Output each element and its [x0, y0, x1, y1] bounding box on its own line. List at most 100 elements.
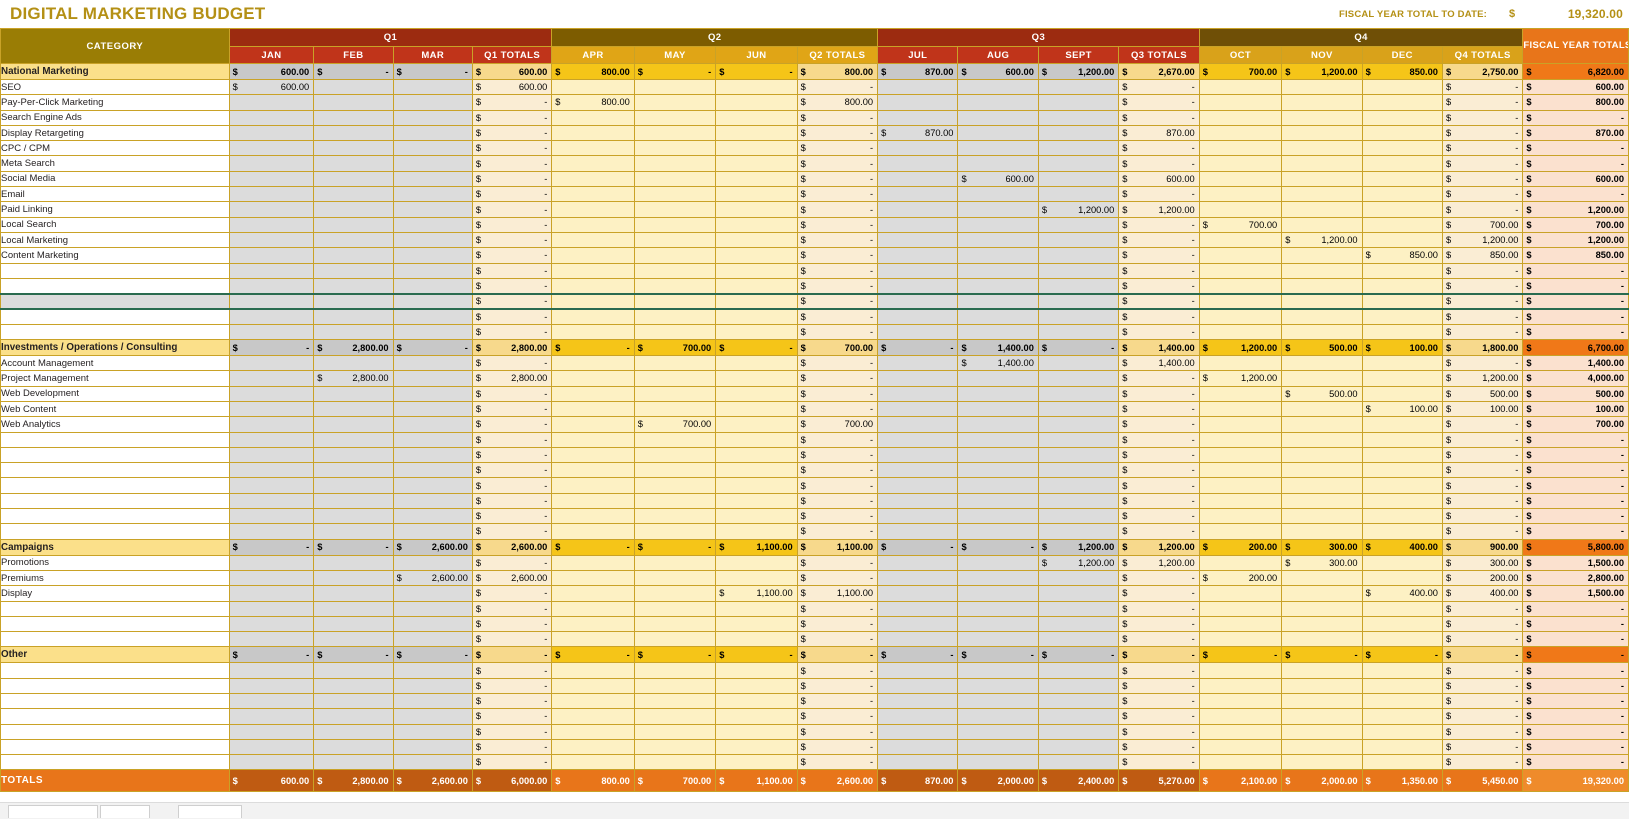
amount-cell[interactable]: $ - — [1118, 370, 1200, 387]
amount-cell[interactable]: $ - — [1441, 615, 1524, 633]
table-row[interactable]: $ - $ - $ - $ - $ - — [0, 677, 1629, 694]
amount-cell[interactable] — [633, 124, 717, 142]
amount-cell[interactable]: $2,600.00 — [392, 569, 473, 587]
amount-cell[interactable]: $850.00 — [1361, 63, 1443, 80]
amount-cell[interactable] — [957, 416, 1039, 433]
amount-cell[interactable]: $ - — [796, 677, 879, 694]
amount-cell[interactable] — [715, 662, 798, 679]
amount-cell[interactable] — [877, 186, 959, 203]
amount-cell[interactable]: $ - — [796, 631, 879, 648]
amount-cell[interactable]: $ - — [1118, 615, 1200, 633]
amount-cell[interactable] — [1198, 708, 1283, 725]
amount-cell[interactable]: $ - — [1522, 446, 1629, 464]
amount-cell[interactable] — [1361, 308, 1443, 325]
amount-cell[interactable] — [1198, 323, 1283, 341]
amount-cell[interactable] — [957, 738, 1039, 756]
amount-cell[interactable] — [1198, 355, 1283, 372]
amount-cell[interactable] — [392, 124, 473, 142]
amount-cell[interactable] — [551, 615, 635, 633]
amount-cell[interactable] — [633, 508, 717, 525]
amount-cell[interactable]: $ - — [471, 431, 553, 448]
table-row[interactable]: Social Media $ - $ - $600.00 $600.00 $ - $600.00 — [0, 170, 1629, 188]
amount-cell[interactable]: $ - — [796, 140, 879, 157]
amount-cell[interactable] — [392, 323, 473, 341]
category-label-cell[interactable] — [0, 431, 230, 448]
amount-cell[interactable] — [877, 400, 959, 418]
amount-cell[interactable]: $1,200.00 — [1198, 339, 1283, 357]
amount-cell[interactable]: $100.00 — [1361, 400, 1443, 418]
amount-cell[interactable] — [1198, 262, 1283, 279]
amount-cell[interactable]: $ - — [1118, 400, 1200, 418]
amount-cell[interactable]: $2,600.00 — [392, 538, 473, 556]
amount-cell[interactable] — [877, 140, 959, 157]
amount-cell[interactable] — [228, 723, 315, 740]
amount-cell[interactable] — [228, 754, 315, 771]
table-row[interactable]: $ - $ - $ - $ - $ - — [0, 723, 1629, 740]
amount-cell[interactable]: $ - — [1441, 523, 1524, 540]
amount-cell[interactable] — [392, 231, 473, 249]
category-label-cell[interactable] — [0, 308, 230, 325]
amount-cell[interactable] — [551, 569, 635, 587]
category-label-cell[interactable]: Display Retargeting — [0, 124, 230, 142]
amount-cell[interactable]: $ - — [796, 186, 879, 203]
amount-cell[interactable] — [228, 186, 315, 203]
amount-cell[interactable]: $ - — [1118, 631, 1200, 648]
amount-cell[interactable] — [957, 94, 1039, 111]
amount-cell[interactable] — [1037, 155, 1120, 172]
amount-cell[interactable] — [1361, 155, 1443, 172]
amount-cell[interactable] — [551, 124, 635, 142]
category-label-cell[interactable] — [0, 523, 230, 540]
amount-cell[interactable] — [313, 247, 394, 264]
category-label-cell[interactable] — [0, 738, 230, 756]
amount-cell[interactable] — [957, 140, 1039, 157]
amount-cell[interactable]: $ - — [1441, 492, 1524, 510]
amount-cell[interactable]: $500.00 — [1281, 339, 1363, 357]
amount-cell[interactable]: $ - — [1118, 431, 1200, 448]
amount-cell[interactable] — [551, 738, 635, 756]
totals-amount-cell[interactable]: $19,320.00 — [1522, 769, 1629, 793]
amount-cell[interactable] — [1198, 600, 1283, 617]
col-header-q3-totals[interactable]: Q3 TOTALS — [1118, 46, 1200, 64]
amount-cell[interactable] — [877, 585, 959, 602]
amount-cell[interactable] — [877, 523, 959, 540]
amount-cell[interactable]: $ - — [1441, 508, 1524, 525]
amount-cell[interactable] — [633, 216, 717, 233]
amount-cell[interactable]: $ - — [1441, 323, 1524, 341]
amount-cell[interactable] — [313, 569, 394, 587]
table-row[interactable]: $ - $ - $ - $ - $ - — [0, 292, 1629, 310]
amount-cell[interactable] — [1198, 94, 1283, 111]
amount-cell[interactable]: $100.00 — [1361, 339, 1443, 357]
amount-cell[interactable] — [957, 677, 1039, 694]
amount-cell[interactable]: $700.00 — [1522, 216, 1629, 233]
amount-cell[interactable] — [1037, 738, 1120, 756]
amount-cell[interactable] — [715, 431, 798, 448]
amount-cell[interactable] — [715, 262, 798, 279]
amount-cell[interactable] — [551, 170, 635, 188]
amount-cell[interactable]: $ - — [796, 78, 879, 96]
amount-cell[interactable] — [1361, 523, 1443, 540]
table-row[interactable]: $ - $ - $ - $ - $ - — [0, 692, 1629, 710]
amount-cell[interactable] — [957, 216, 1039, 233]
category-label-cell[interactable] — [0, 692, 230, 710]
amount-cell[interactable]: $ - — [1522, 477, 1629, 494]
amount-cell[interactable] — [392, 262, 473, 279]
amount-cell[interactable] — [1281, 170, 1363, 188]
totals-amount-cell[interactable]: $1,100.00 — [715, 769, 798, 793]
amount-cell[interactable]: $ - — [471, 600, 553, 617]
amount-cell[interactable] — [633, 585, 717, 602]
amount-cell[interactable] — [957, 292, 1039, 310]
totals-amount-cell[interactable]: $2,000.00 — [1281, 769, 1363, 793]
amount-cell[interactable] — [715, 216, 798, 233]
category-label-cell[interactable] — [0, 446, 230, 464]
amount-cell[interactable]: $ - — [551, 646, 635, 664]
amount-cell[interactable]: $ - — [1118, 723, 1200, 740]
amount-cell[interactable]: $850.00 — [1361, 247, 1443, 264]
amount-cell[interactable] — [313, 323, 394, 341]
amount-cell[interactable] — [1281, 477, 1363, 494]
category-label-cell[interactable]: Meta Search — [0, 155, 230, 172]
table-row[interactable]: Web Content $ - $ - $ - $100.00 $100.00 $100.00 — [0, 400, 1629, 418]
amount-cell[interactable] — [1198, 723, 1283, 740]
amount-cell[interactable] — [313, 615, 394, 633]
amount-cell[interactable]: $2,670.00 — [1118, 63, 1200, 80]
amount-cell[interactable] — [715, 569, 798, 587]
